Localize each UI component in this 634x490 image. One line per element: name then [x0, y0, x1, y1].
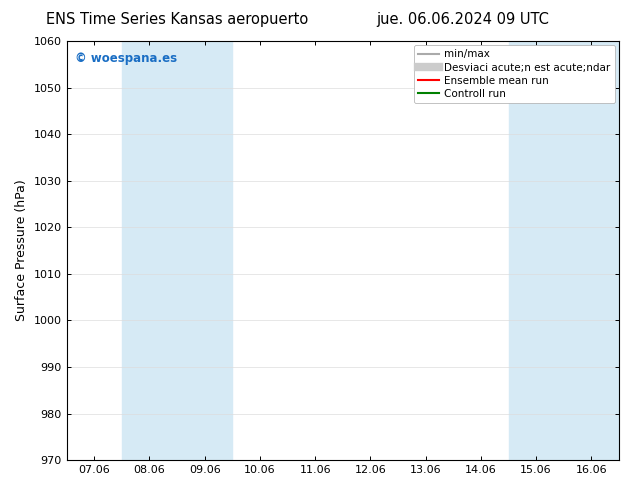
Bar: [122, 41, 232, 460]
Y-axis label: Surface Pressure (hPa): Surface Pressure (hPa): [15, 180, 28, 321]
Text: © woespana.es: © woespana.es: [75, 51, 177, 65]
Text: jue. 06.06.2024 09 UTC: jue. 06.06.2024 09 UTC: [377, 12, 549, 27]
Bar: [508, 41, 619, 460]
Text: ENS Time Series Kansas aeropuerto: ENS Time Series Kansas aeropuerto: [46, 12, 309, 27]
Legend: min/max, Desviaci acute;n est acute;ndar, Ensemble mean run, Controll run: min/max, Desviaci acute;n est acute;ndar…: [414, 45, 615, 103]
